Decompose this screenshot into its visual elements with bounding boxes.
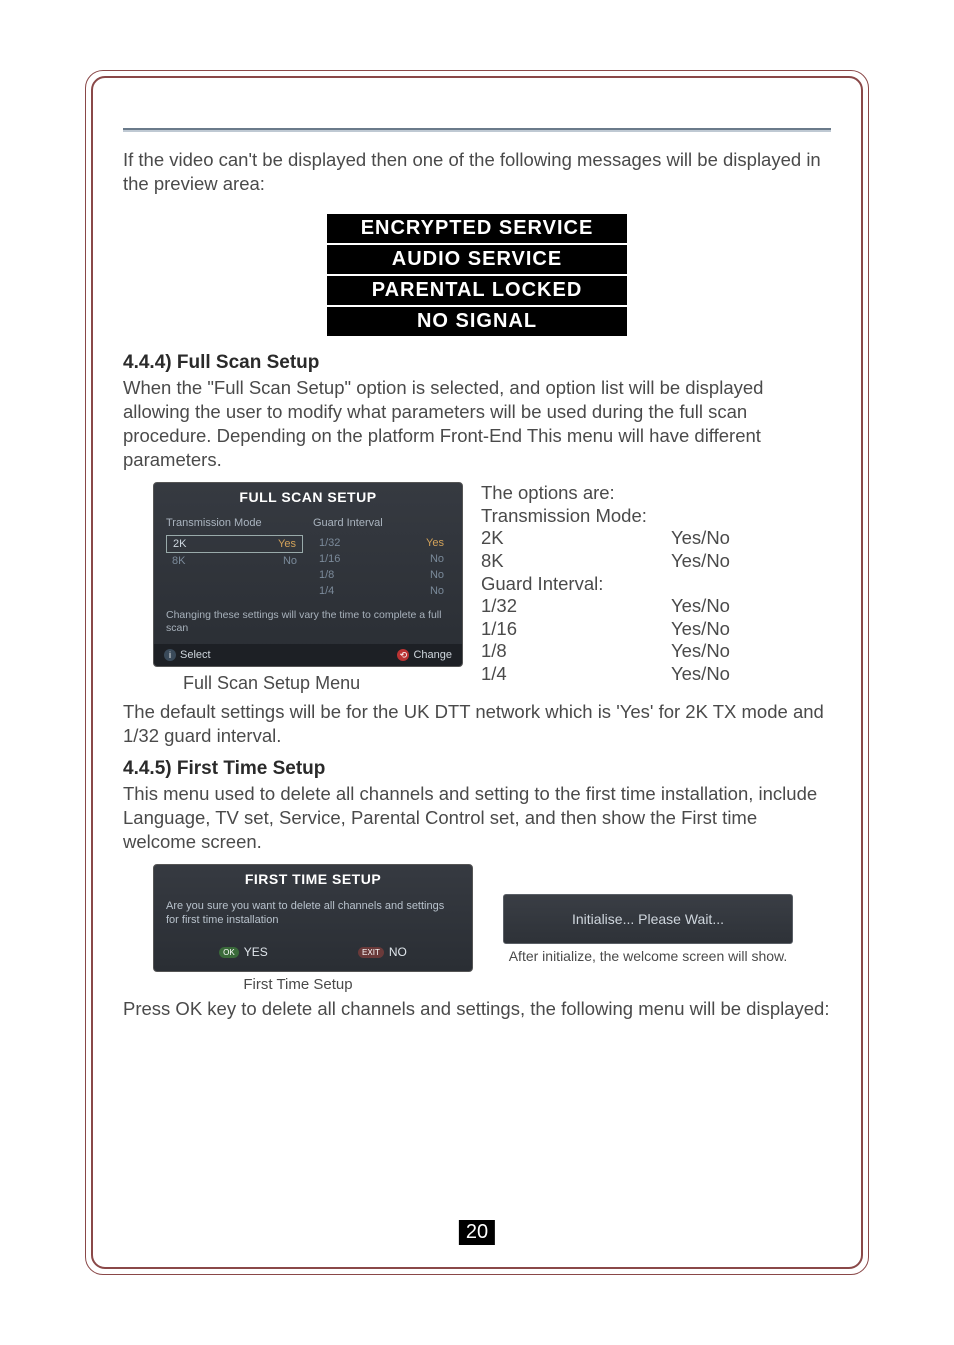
osd-gi-v-0: Yes — [426, 537, 444, 549]
opt-gi-v-2: Yes/No — [671, 640, 730, 663]
intro-text: If the video can't be displayed then one… — [123, 148, 831, 196]
osd-col-tm: Transmission Mode 2K Yes 8K No — [166, 517, 303, 599]
osd-gi-k-2: 1/8 — [319, 569, 334, 581]
options-block: The options are: Transmission Mode: 2KYe… — [481, 482, 831, 685]
firsttime-row: FIRST TIME SETUP Are you sure you want t… — [123, 864, 831, 994]
info-icon: i — [164, 649, 176, 661]
fullscan-caption: Full Scan Setup Menu — [183, 673, 463, 694]
osd-gi-k-0: 1/32 — [319, 537, 340, 549]
banner-parental: PARENTAL LOCKED — [327, 276, 627, 305]
osd-gi-v-2: No — [430, 569, 444, 581]
opt-tm-k-1: 8K — [481, 550, 671, 573]
osd-footer-select-label: Select — [180, 649, 211, 661]
firsttime-no: EXIT NO — [358, 945, 407, 959]
section-444-title: 4.4.4) Full Scan Setup — [123, 352, 831, 374]
firsttime-yes-label: YES — [244, 945, 268, 959]
osd-tm-v-1: No — [283, 555, 297, 567]
osd-gi-row-0: 1/32 Yes — [313, 535, 450, 551]
opt-gi-k-2: 1/8 — [481, 640, 671, 663]
fullscan-osd: FULL SCAN SETUP Transmission Mode 2K Yes … — [153, 482, 463, 666]
options-h2: Guard Interval: — [481, 573, 831, 596]
page-number: 20 — [459, 1220, 495, 1245]
banner-encrypted: ENCRYPTED SERVICE — [327, 214, 627, 243]
osd-footer-change: ⟲ Change — [397, 649, 452, 661]
banner-audio: AUDIO SERVICE — [327, 245, 627, 274]
osd-gi-row-1: 1/16 No — [313, 551, 450, 567]
opt-tm-k-0: 2K — [481, 527, 671, 550]
osd-gi-row-3: 1/4 No — [313, 583, 450, 599]
osd-footer: i Select ⟲ Change — [154, 644, 462, 666]
opt-tm-0: 2KYes/No — [481, 527, 831, 550]
opt-gi-3: 1/4Yes/No — [481, 663, 831, 686]
osd-gi-v-3: No — [430, 585, 444, 597]
osd-tm-row-0: 2K Yes — [166, 535, 303, 553]
initialise-box: Initialise... Please Wait... — [503, 894, 793, 944]
osd-col-gi: Guard Interval 1/32 Yes 1/16 No 1/8 No 1/4 N… — [313, 517, 450, 599]
osd-tm-k-1: 8K — [172, 555, 185, 567]
options-lead: The options are: — [481, 482, 831, 505]
page-frame-inner: If the video can't be displayed then one… — [91, 76, 863, 1269]
firsttime-osd-title: FIRST TIME SETUP — [154, 865, 472, 893]
opt-tm-1: 8KYes/No — [481, 550, 831, 573]
osd-tm-v-0: Yes — [278, 538, 296, 550]
osd-tm-row-1: 8K No — [166, 553, 303, 569]
fullscan-left: FULL SCAN SETUP Transmission Mode 2K Yes … — [123, 482, 463, 693]
opt-gi-2: 1/8Yes/No — [481, 640, 831, 663]
banner-nosignal: NO SIGNAL — [327, 307, 627, 336]
osd-footer-select: i Select — [164, 649, 211, 661]
firsttime-no-label: NO — [389, 945, 407, 959]
fullscan-osd-title: FULL SCAN SETUP — [154, 483, 462, 511]
firsttime-osd: FIRST TIME SETUP Are you sure you want t… — [153, 864, 473, 973]
firsttime-caption: First Time Setup — [123, 976, 473, 993]
opt-tm-v-0: Yes/No — [671, 527, 730, 550]
osd-tm-k-0: 2K — [173, 538, 186, 550]
opt-gi-0: 1/32Yes/No — [481, 595, 831, 618]
firsttime-right: Initialise... Please Wait... After initi… — [503, 864, 793, 964]
opt-tm-v-1: Yes/No — [671, 550, 730, 573]
opt-gi-v-1: Yes/No — [671, 618, 730, 641]
opt-gi-k-1: 1/16 — [481, 618, 671, 641]
initialise-caption: After initialize, the welcome screen wil… — [503, 948, 793, 964]
firsttime-osd-buttons: OK YES EXIT NO — [154, 937, 472, 971]
firsttime-left: FIRST TIME SETUP Are you sure you want t… — [123, 864, 473, 994]
firsttime-yes: OK YES — [219, 945, 268, 959]
osd-col-tm-header: Transmission Mode — [166, 517, 303, 529]
section-444-text: When the "Full Scan Setup" option is sel… — [123, 376, 831, 472]
opt-gi-k-3: 1/4 — [481, 663, 671, 686]
osd-gi-v-1: No — [430, 553, 444, 565]
section-445-after: Press OK key to delete all channels and … — [123, 997, 831, 1021]
options-h1: Transmission Mode: — [481, 505, 831, 528]
ok-key-icon: OK — [219, 947, 239, 958]
firsttime-osd-question: Are you sure you want to delete all chan… — [154, 893, 472, 938]
exit-key-icon: EXIT — [358, 947, 384, 958]
osd-gi-k-3: 1/4 — [319, 585, 334, 597]
page-frame-outer: If the video can't be displayed then one… — [85, 70, 869, 1275]
osd-note: Changing these settings will vary the ti… — [166, 609, 450, 635]
opt-gi-v-3: Yes/No — [671, 663, 730, 686]
section-445-text: This menu used to delete all channels an… — [123, 782, 831, 854]
error-banners: ENCRYPTED SERVICE AUDIO SERVICE PARENTAL… — [123, 214, 831, 336]
osd-gi-row-2: 1/8 No — [313, 567, 450, 583]
osd-footer-change-label: Change — [413, 649, 452, 661]
opt-gi-v-0: Yes/No — [671, 595, 730, 618]
osd-gi-k-1: 1/16 — [319, 553, 340, 565]
change-icon: ⟲ — [397, 649, 409, 661]
opt-gi-1: 1/16Yes/No — [481, 618, 831, 641]
fullscan-osd-body: Transmission Mode 2K Yes 8K No Guard Inter… — [154, 511, 462, 643]
section-445-title: 4.4.5) First Time Setup — [123, 758, 831, 780]
opt-gi-k-0: 1/32 — [481, 595, 671, 618]
section-444-after: The default settings will be for the UK … — [123, 700, 831, 748]
fullscan-row: FULL SCAN SETUP Transmission Mode 2K Yes … — [123, 482, 831, 693]
header-divider — [123, 128, 831, 132]
osd-col-gi-header: Guard Interval — [313, 517, 450, 529]
fullscan-osd-cols: Transmission Mode 2K Yes 8K No Guard Inter… — [166, 517, 450, 599]
